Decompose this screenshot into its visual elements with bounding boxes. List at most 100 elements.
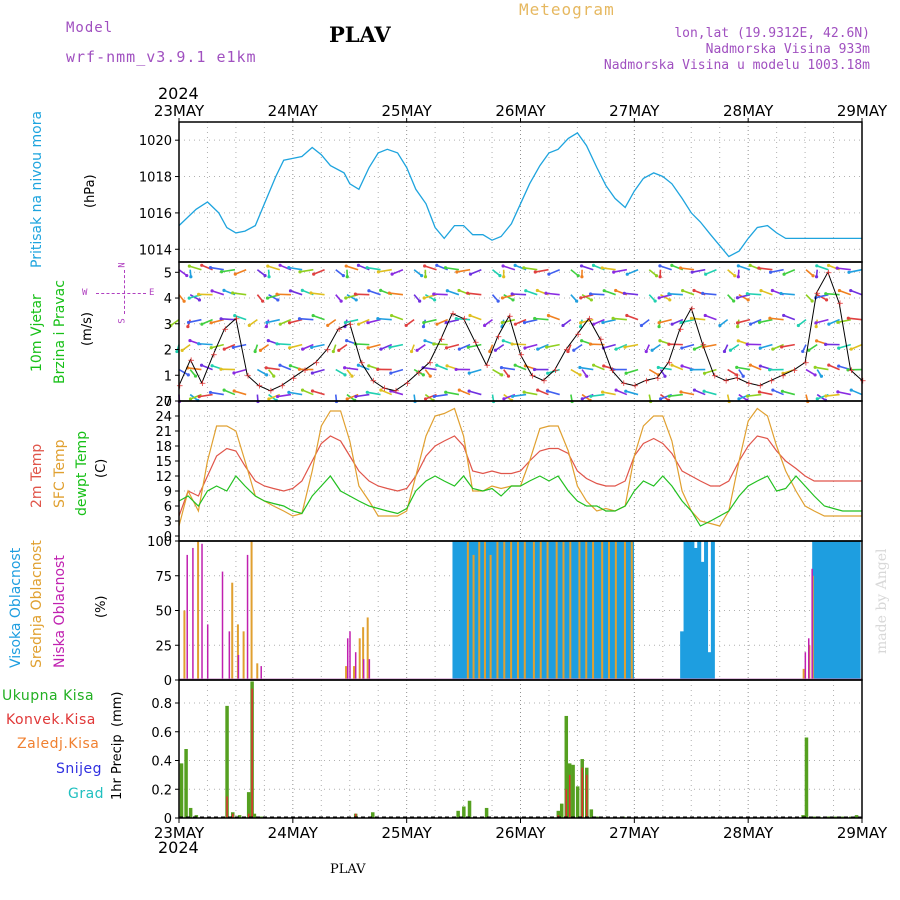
legend-hail: Grad [68, 786, 105, 802]
wind-arrow [502, 265, 516, 271]
wind-arrow [570, 368, 581, 376]
high-cloud-bar [558, 541, 563, 680]
wind-arrow-head [312, 272, 316, 276]
wind-arrow-head [837, 364, 841, 368]
wind-arrow-head [510, 342, 514, 346]
wind-arrow [581, 265, 594, 271]
wind-arrow [760, 343, 773, 349]
wind-arrow-head [350, 374, 354, 378]
model-label: Model [66, 20, 114, 36]
wind-arrow-head [500, 296, 505, 300]
mid-cloud-bar [546, 541, 549, 680]
wind-arrow [658, 366, 672, 371]
wind-arrow [210, 391, 224, 396]
y-tick-label: 18 [155, 440, 172, 455]
mid-cloud-bar [256, 663, 259, 680]
wind-marker: + [267, 387, 275, 397]
high-cloud-bar [490, 541, 495, 680]
high-cloud-bar [819, 541, 824, 680]
wind-arrow-head [421, 373, 425, 377]
wind-arrow-head [736, 275, 740, 279]
wind-marker: + [392, 387, 400, 397]
wind-arrow [524, 343, 538, 349]
x-tick-label-top: 25MAY [382, 102, 433, 120]
mid-cloud-bar [630, 541, 633, 680]
wind-arrow [648, 368, 659, 376]
wind-arrow [358, 318, 370, 325]
wind-arrow-head [667, 342, 671, 346]
wind-arrow [345, 318, 359, 324]
y-tick-label: 3 [164, 318, 172, 333]
mid-cloud-bar [489, 554, 492, 680]
wind-arrow [201, 318, 213, 325]
wind-arrow-head [522, 320, 527, 325]
wind-marker: + [404, 379, 412, 389]
wind-arrow-head [546, 371, 550, 375]
wind-arrow [459, 343, 471, 350]
wind-arrow-head [311, 313, 315, 318]
wind-arrow-head [278, 363, 282, 367]
wind-arrow-head [506, 374, 511, 378]
wind-marker: + [722, 376, 730, 386]
mid-cloud-bar [362, 627, 365, 680]
wind-arrow-head [366, 346, 370, 350]
wind-arrow-head [737, 397, 741, 401]
high-cloud-bar [836, 541, 841, 680]
wind-arrow-head [813, 365, 817, 369]
conv-rain-bar [226, 796, 228, 818]
wind-arrow-head [297, 317, 302, 321]
wind-arrow-head [741, 374, 745, 378]
wind-arrow [525, 289, 538, 296]
wind-arrow-head [523, 346, 527, 350]
wind-arrow [850, 389, 863, 396]
wind-arrow-head [624, 389, 628, 393]
total-rain-bar [237, 815, 242, 818]
high-cloud-bar [626, 541, 631, 680]
wind-arrow [266, 367, 280, 371]
wind-arrow [750, 318, 762, 325]
wind-arrow-head [343, 320, 347, 325]
wind-arrow-head [501, 339, 505, 343]
total-rain-bar [225, 705, 229, 818]
wind-arrow [433, 343, 448, 346]
wind-arrow-head [188, 397, 193, 401]
wind-arrow [703, 390, 717, 396]
wind-arrow-head [353, 292, 357, 296]
wind-arrow [367, 266, 381, 271]
wind-arrow-head [197, 298, 202, 302]
total-rain-bar [184, 749, 188, 818]
wind-arrow-head [432, 394, 436, 399]
wind-arrow [389, 292, 404, 296]
wind-arrow [512, 343, 527, 346]
wind-arrow [469, 314, 482, 321]
wind-arrow-head [354, 298, 358, 302]
wind-arrow-head [601, 320, 605, 325]
wind-marker: + [461, 315, 469, 325]
wind-arrow-head [745, 292, 749, 296]
wind-arrow-head [580, 275, 584, 279]
wind-arrow-head [654, 274, 659, 278]
wind-arrow-head [815, 264, 819, 268]
wind-arrow-head [199, 363, 204, 367]
wind-arrow [682, 289, 695, 296]
wind-arrow [772, 389, 784, 396]
wind-arrow-head [588, 342, 593, 346]
wind-arrow-head [169, 323, 173, 327]
wind-arrow [355, 343, 370, 346]
wind-arrow-head [457, 388, 461, 392]
wind-arrow-head [600, 266, 604, 270]
wind-arrow [422, 366, 437, 371]
wind-arrow [512, 293, 527, 296]
wind-arrow-head [827, 322, 831, 326]
wind-arrow-head [670, 322, 674, 326]
wind-arrow [782, 390, 796, 396]
high-cloud-bar [680, 631, 685, 680]
wind-arrow-head [457, 347, 461, 351]
wind-arrow [593, 364, 605, 371]
wind-arrow-head [415, 348, 419, 352]
wind-arrow [199, 393, 213, 398]
wind-arrow-head [770, 288, 774, 293]
wind-arrow-head [736, 339, 740, 343]
wind-arrow [625, 390, 639, 396]
